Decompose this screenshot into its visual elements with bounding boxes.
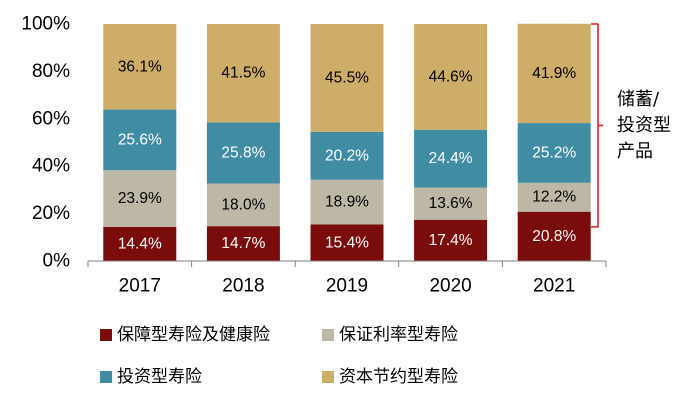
y-tick-label: 0% — [43, 251, 71, 272]
bracket-label: 产品 — [617, 141, 653, 162]
x-tick-label: 2020 — [429, 276, 471, 297]
legend-swatch — [322, 371, 334, 383]
data-label: 13.6% — [429, 195, 473, 212]
bar-segment — [414, 24, 488, 130]
bar-segment — [103, 24, 177, 110]
bar-segment — [517, 182, 591, 212]
data-labels-layer: 14.4% 23.9% 25.6% 36.1% 14.7% 18.0% 25.8% 41.5%… — [118, 58, 577, 252]
bar-segment — [206, 24, 280, 123]
data-label: 25.2% — [532, 144, 576, 161]
y-tick-label: 20% — [32, 203, 70, 224]
y-tick-label: 60% — [32, 108, 70, 129]
data-label: 14.4% — [118, 235, 162, 252]
data-label: 17.4% — [429, 232, 473, 249]
data-label: 44.6% — [429, 68, 473, 85]
data-label: 25.6% — [118, 131, 162, 148]
y-tick-label: 100% — [21, 14, 70, 35]
bracket-line — [591, 23, 603, 228]
x-tick-label: 2021 — [533, 276, 575, 297]
data-label: 20.8% — [532, 228, 576, 245]
bar-segment — [206, 226, 280, 261]
bar-segment — [517, 23, 591, 124]
legend-swatch — [322, 329, 334, 341]
x-tick-label: 2018 — [222, 276, 264, 297]
bars-layer — [103, 23, 591, 261]
legend-swatch — [100, 371, 112, 383]
bar-segment — [206, 122, 280, 184]
y-tick-label: 40% — [32, 156, 70, 177]
bar-segment — [414, 219, 488, 261]
bar-segment — [103, 170, 177, 227]
data-label: 18.9% — [325, 194, 369, 211]
bar-segment — [310, 224, 384, 261]
bar-segment — [414, 129, 488, 188]
bar-segment — [517, 211, 591, 261]
data-label: 20.2% — [325, 147, 369, 164]
data-label: 36.1% — [118, 58, 162, 75]
legend-label: 投资型寿险 — [117, 367, 202, 387]
data-label: 18.0% — [221, 196, 265, 213]
y-tick-label: 80% — [32, 61, 70, 82]
bar-segment — [310, 24, 384, 132]
data-label: 25.8% — [221, 144, 265, 161]
data-label: 41.5% — [221, 65, 265, 82]
bracket-label: 储蓄/ — [617, 89, 660, 110]
data-label: 14.7% — [221, 235, 265, 252]
legend-label: 资本节约型寿险 — [339, 367, 458, 387]
axes-layer: 2017 2018 2019 2020 2021 0% 20% 40% 60% 80% 100% — [21, 14, 607, 297]
data-label: 23.9% — [118, 190, 162, 207]
bar-segment — [206, 183, 280, 227]
bar-segment — [103, 226, 177, 261]
bar-segment — [310, 179, 384, 225]
bar-segment — [310, 131, 384, 180]
bar-segment — [103, 109, 177, 171]
x-tick-label: 2017 — [119, 276, 161, 297]
bar-segment — [517, 123, 591, 183]
data-label: 24.4% — [429, 150, 473, 167]
legend-swatch — [100, 329, 112, 341]
data-label: 15.4% — [325, 234, 369, 251]
legend-label: 保障型寿险及健康险 — [117, 325, 270, 345]
data-label: 12.2% — [532, 189, 576, 206]
data-label: 41.9% — [532, 65, 576, 82]
legend-label: 保证利率型寿险 — [339, 325, 458, 345]
bar-segment — [414, 187, 488, 220]
data-label: 45.5% — [325, 69, 369, 86]
bracket-label: 投资型 — [617, 115, 671, 136]
x-tick-label: 2019 — [326, 276, 368, 297]
